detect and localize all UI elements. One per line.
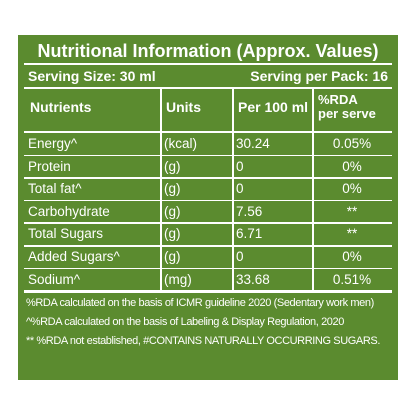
table-cell: (g) [164, 158, 181, 174]
row-divider [24, 199, 392, 202]
divider [24, 131, 392, 133]
footnote: ^%RDA calculated on the basis of Labelin… [26, 316, 344, 329]
table-cell: 7.56 [236, 203, 263, 219]
footnote: %RDA calculated on the basis of ICMR gui… [26, 297, 374, 310]
table-cell: 30.24 [236, 136, 270, 151]
row-divider [24, 245, 392, 247]
table-cell: Sodium^ [28, 271, 81, 287]
table-cell: 0 [236, 181, 244, 197]
column-divider [232, 89, 234, 292]
table-cell: Carbohydrate [28, 203, 110, 219]
table-cell: ** [346, 203, 358, 219]
table-cell: (g) [164, 226, 181, 242]
table-cell: 0 [236, 249, 244, 264]
table-cell: Protein [28, 158, 71, 174]
divider [24, 63, 392, 65]
table-cell: Total Sugars [28, 226, 104, 242]
row-divider [24, 290, 392, 292]
row-divider [24, 267, 392, 270]
column-header: Per 100 ml [238, 99, 309, 115]
table-cell: (mg) [164, 271, 192, 287]
table-cell: Energy^ [28, 136, 78, 151]
row-divider [24, 222, 392, 224]
divider [24, 291, 392, 294]
table-cell: (g) [164, 203, 181, 219]
column-header: Units [166, 99, 201, 115]
column-header: Nutrients [30, 99, 92, 115]
table-cell: 0% [342, 158, 362, 174]
table-cell: 0.51% [332, 271, 372, 287]
row-divider [24, 154, 392, 157]
table-cell: 0% [342, 249, 362, 264]
column-header: %RDA per serve [318, 92, 376, 121]
table-cell: (g) [164, 249, 181, 264]
serving-size: Serving Size: 30 ml [28, 68, 156, 84]
row-divider [24, 177, 392, 179]
table-cell: ** [346, 226, 358, 242]
table-cell: (g) [164, 181, 181, 197]
table-cell: 0% [342, 181, 362, 197]
table-cell: 0 [236, 158, 244, 174]
footnote: ** %RDA not established, #CONTAINS NATUR… [26, 335, 380, 348]
serving-per-pack: Serving per Pack: 16 [250, 68, 388, 84]
column-divider [312, 89, 314, 292]
column-divider [160, 89, 162, 292]
table-cell: Total fat^ [28, 181, 82, 197]
table-cell: 33.68 [236, 271, 270, 287]
divider [24, 87, 392, 89]
nutrition-label: Nutritional Information (Approx. Values)… [18, 35, 398, 380]
table-cell: Added Sugars^ [28, 249, 120, 264]
table-cell: 6.71 [236, 226, 263, 242]
table-cell: 0.05% [332, 136, 372, 151]
title: Nutritional Information (Approx. Values) [37, 41, 379, 61]
table-cell: (kcal) [164, 136, 197, 151]
